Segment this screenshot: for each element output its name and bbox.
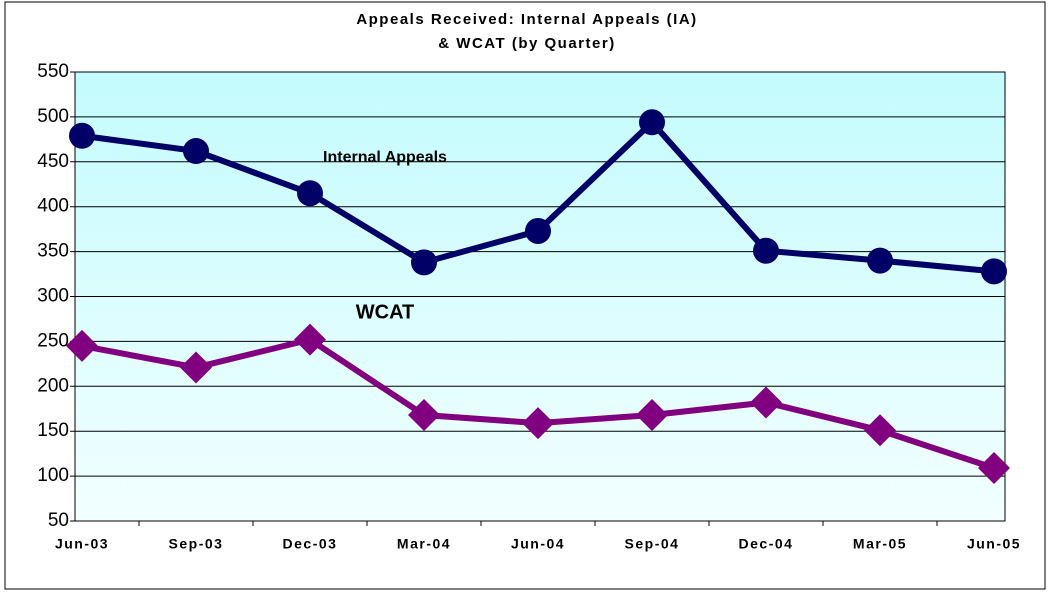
marker — [69, 122, 95, 149]
x-tick-label: Mar-04 — [397, 536, 451, 552]
x-tick-label: Sep-03 — [169, 536, 224, 552]
x-tick-label: Jun-05 — [967, 536, 1021, 552]
marker — [978, 452, 1010, 485]
x-tick-label: Jun-04 — [511, 536, 565, 552]
marker — [294, 323, 326, 356]
marker — [411, 249, 437, 276]
y-tick-label: 500 — [37, 106, 69, 127]
marker — [750, 386, 782, 419]
marker — [297, 180, 323, 207]
marker — [408, 399, 440, 432]
y-tick-label: 400 — [37, 196, 69, 217]
x-tick-label: Jun-03 — [55, 536, 109, 552]
y-tick-label: 50 — [48, 510, 69, 531]
marker — [753, 237, 779, 264]
y-tick-label: 200 — [37, 375, 69, 396]
x-tick-label: Dec-03 — [283, 536, 338, 552]
y-tick-label: 100 — [37, 465, 69, 486]
marker — [525, 217, 551, 244]
series-label: WCAT — [356, 301, 415, 323]
x-tick-label: Dec-04 — [739, 536, 794, 552]
marker — [639, 109, 665, 136]
y-tick-label: 550 — [37, 61, 69, 82]
chart-title: Appeals Received: Internal Appeals (IA) — [356, 11, 697, 28]
marker — [522, 407, 554, 440]
y-tick-label: 250 — [37, 330, 69, 351]
marker — [183, 138, 209, 165]
marker — [864, 414, 896, 447]
marker — [636, 399, 668, 432]
y-tick-label: 150 — [37, 420, 69, 441]
series-label: Internal Appeals — [323, 149, 447, 166]
marker — [180, 351, 212, 384]
y-tick-label: 300 — [37, 286, 69, 307]
marker — [867, 247, 893, 274]
y-tick-label: 450 — [37, 151, 69, 172]
x-tick-label: Sep-04 — [625, 536, 680, 552]
chart-title: & WCAT (by Quarter) — [438, 35, 615, 52]
marker — [981, 258, 1007, 285]
marker — [66, 329, 98, 362]
y-tick-label: 350 — [37, 241, 69, 262]
x-tick-label: Mar-05 — [853, 536, 907, 552]
